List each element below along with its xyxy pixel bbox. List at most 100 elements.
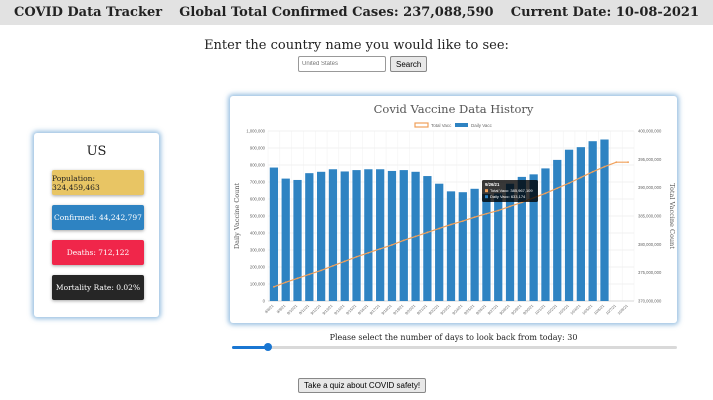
line-point [568,182,570,185]
legend-label-total: Total Vacc [431,123,452,128]
bar [352,170,361,301]
line-point [509,205,511,208]
slider-thumb[interactable] [263,343,272,351]
chart-title: Covid Vaccine Data History [374,102,534,116]
x-tick-label: 9/18/21 [381,304,393,316]
x-tick-label: 9/16/21 [357,304,369,316]
days-slider[interactable] [232,343,677,351]
x-tick-label: 9/11/21 [298,304,310,316]
y-tick-label: 700,000 [250,180,266,185]
bar [293,179,302,301]
y-tick-label: 500,000 [250,214,266,219]
x-tick-label: 10/4/21 [570,304,582,316]
x-tick-label: 9/10/21 [286,304,298,316]
x-tick-label: 9/23/21 [440,304,452,316]
x-tick-label: 9/13/21 [322,304,334,316]
legend-label-daily: Daily Vacc [471,123,493,128]
population-badge: Population: 324,459,463 [52,170,144,195]
x-tick-label: 9/26/21 [475,304,487,316]
country-name: US [86,144,107,159]
bar [564,149,574,301]
tooltip-swatch-total [485,189,488,193]
global-cases: Global Total Confirmed Cases: 237,088,59… [179,5,494,20]
line-point [544,192,547,195]
line-point [603,165,606,168]
bar [494,193,503,301]
y2-tick-label: 395,000,000 [638,157,662,162]
vaccine-chart-card: Covid Vaccine Data History Total Vacc Dail… [230,96,677,323]
y-tick-label: 300,000 [250,248,266,253]
bar [458,192,467,301]
bar [517,176,526,301]
y2-tick-label: 370,000,000 [638,299,662,304]
quiz-button[interactable]: Take a quiz about COVID safety! [298,378,427,393]
x-tick-label: 10/3/21 [558,304,570,316]
bar [305,173,314,301]
x-tick-label: 9/29/21 [511,304,523,316]
line-point [308,273,311,276]
bar [387,170,397,301]
line-point [450,223,452,226]
y-axis-title: Daily Vaccine Count [233,182,241,249]
line-point [402,239,405,242]
vaccine-chart: Covid Vaccine Data History Total Vacc Dail… [233,102,676,316]
line-point [414,235,417,238]
line-point [485,212,488,215]
bar [576,147,586,301]
x-tick-label: 9/27/21 [487,304,499,316]
bar [600,139,609,301]
y2-axis-title: Total Vaccine Count [668,183,676,249]
line-point [391,244,393,246]
y-tick-label: 1,000,000 [246,129,265,134]
line-point [615,161,618,164]
x-tick-label: 9/24/21 [452,304,464,316]
line-point [332,264,334,267]
x-tick-label: 9/12/21 [310,304,322,316]
y2-tick-label: 385,000,000 [638,214,662,219]
x-tick-label: 10/8/21 [617,304,629,316]
x-tick-label: 9/22/21 [428,304,440,316]
y2-tick-label: 380,000,000 [638,242,662,247]
x-tick-label: 10/6/21 [593,304,605,316]
x-tick-label: 9/25/21 [464,304,476,316]
slider-fill [232,346,268,349]
confirmed-badge: Confirmed: 44,242,797 [52,205,144,230]
line-point [438,227,441,230]
x-tick-label: 9/8/21 [264,304,274,314]
bar [505,183,515,301]
current-date: Current Date: 10-08-2021 [510,5,699,20]
y-tick-label: 600,000 [250,197,266,202]
mortality-badge: Mortality Rate: 0.02% [52,275,144,300]
x-tick-label: 10/2/21 [546,304,558,316]
slider-label: Please select the number of days to look… [329,333,578,342]
tooltip-title: 9/26/21 [485,182,500,187]
tooltip-total: Total Vacc: 385,967,109 [490,188,533,193]
bar [541,168,550,301]
x-tick-label: 9/14/21 [334,304,346,316]
y2-tick-label: 400,000,000 [638,129,662,134]
bar [423,176,432,301]
bar [588,141,597,301]
legend-swatch-daily [455,123,468,127]
line-point [379,247,382,250]
x-tick-label: 10/5/21 [582,304,594,316]
bar [482,193,491,301]
bar [446,191,456,301]
line-point [273,285,275,288]
x-tick-label: 9/20/21 [404,304,416,316]
line-point [343,260,346,263]
x-tick-label: 10/1/21 [534,304,546,316]
y-tick-label: 900,000 [250,146,266,151]
bar [316,171,326,301]
line-point [461,220,464,222]
app-title: COVID Data Tracker [14,5,163,20]
line-point [627,161,629,164]
y-tick-label: 100,000 [250,282,266,287]
search-button[interactable]: Search [390,56,428,72]
line-point [355,255,358,258]
line-point [320,269,323,272]
line-point [296,277,299,280]
bar [529,174,538,301]
country-search-input[interactable] [298,56,386,72]
y2-tick-label: 375,000,000 [638,270,662,275]
